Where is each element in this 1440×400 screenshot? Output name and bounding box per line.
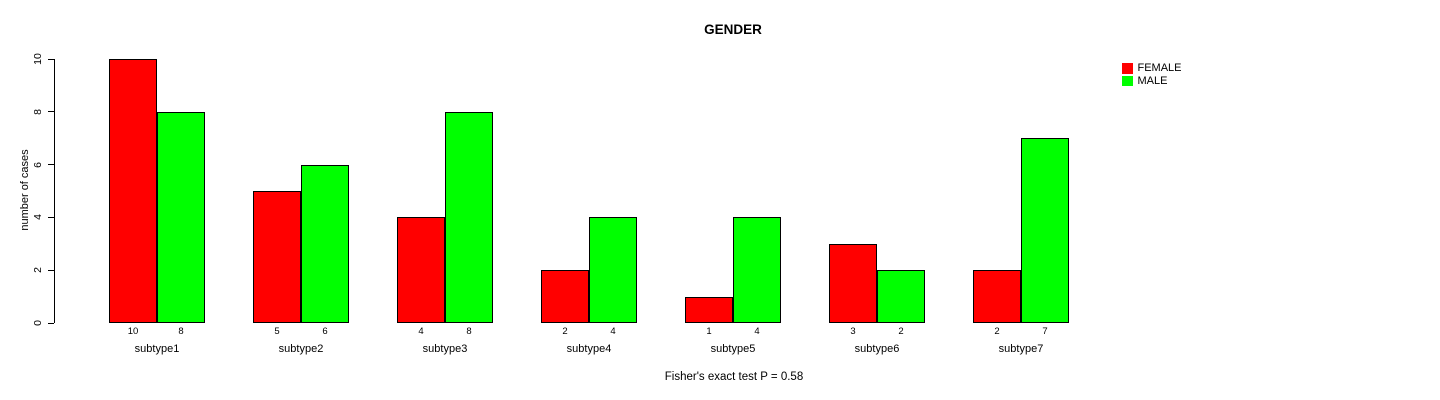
bar-female-subtype4 xyxy=(541,270,589,323)
legend-item-female: FEMALE xyxy=(1122,63,1182,74)
x-category-label: subtype3 xyxy=(422,342,468,355)
caption: Fisher's exact test P = 0.58 xyxy=(664,371,804,383)
bar-value-label: 2 xyxy=(562,326,568,337)
legend-label-male: MALE xyxy=(1137,74,1168,87)
bar-female-subtype1 xyxy=(109,59,157,323)
bar-male-subtype5 xyxy=(733,217,781,323)
bar-value-label: 4 xyxy=(754,326,760,337)
y-tick-label: 2 xyxy=(32,267,44,274)
bar-male-subtype4 xyxy=(589,217,637,323)
y-tick-label: 6 xyxy=(32,161,44,168)
x-category-label: subtype1 xyxy=(134,342,180,355)
legend-swatch-male xyxy=(1122,75,1133,86)
x-category-label: subtype2 xyxy=(278,342,324,355)
bar-value-label: 3 xyxy=(850,326,856,337)
bar-value-label: 1 xyxy=(706,326,712,337)
bar-female-subtype2 xyxy=(253,191,301,323)
bar-value-label: 2 xyxy=(898,326,904,337)
x-category-label: subtype5 xyxy=(710,342,756,355)
bar-male-subtype1 xyxy=(157,111,205,323)
bar-male-subtype2 xyxy=(301,164,349,323)
bar-value-label: 10 xyxy=(127,326,139,337)
y-axis-line xyxy=(54,59,55,323)
bar-male-subtype7 xyxy=(1021,138,1069,323)
bar-value-label: 4 xyxy=(418,326,424,337)
bar-value-label: 6 xyxy=(322,326,328,337)
bar-female-subtype7 xyxy=(973,270,1021,323)
legend-label-female: FEMALE xyxy=(1137,62,1182,74)
y-tick-mark xyxy=(48,164,54,166)
bar-value-label: 5 xyxy=(274,326,280,337)
x-category-label: subtype4 xyxy=(566,342,612,355)
y-tick-mark xyxy=(48,322,54,324)
legend-item-male: MALE xyxy=(1122,74,1182,87)
bar-value-label: 2 xyxy=(994,326,1000,337)
bar-male-subtype3 xyxy=(445,111,493,323)
x-category-label: subtype6 xyxy=(854,342,900,355)
legend: FEMALE MALE xyxy=(1122,63,1182,86)
y-tick-label: 8 xyxy=(32,108,44,115)
y-tick-label: 10 xyxy=(32,53,44,65)
bar-value-label: 8 xyxy=(178,326,184,337)
x-category-label: subtype7 xyxy=(998,342,1044,355)
bar-female-subtype5 xyxy=(685,296,733,323)
bar-male-subtype6 xyxy=(877,270,925,323)
bar-female-subtype6 xyxy=(829,243,877,323)
y-tick-label: 4 xyxy=(32,214,44,221)
bar-value-label: 8 xyxy=(466,326,472,337)
chart-title: GENDER xyxy=(704,22,762,37)
bar-value-label: 7 xyxy=(1042,326,1048,337)
y-tick-mark xyxy=(48,269,54,271)
y-tick-mark xyxy=(48,58,54,60)
y-tick-label: 0 xyxy=(32,320,44,326)
y-tick-mark xyxy=(48,216,54,218)
legend-swatch-female xyxy=(1122,63,1133,74)
bar-female-subtype3 xyxy=(397,217,445,323)
y-tick-mark xyxy=(48,111,54,113)
bar-value-label: 4 xyxy=(610,326,616,337)
